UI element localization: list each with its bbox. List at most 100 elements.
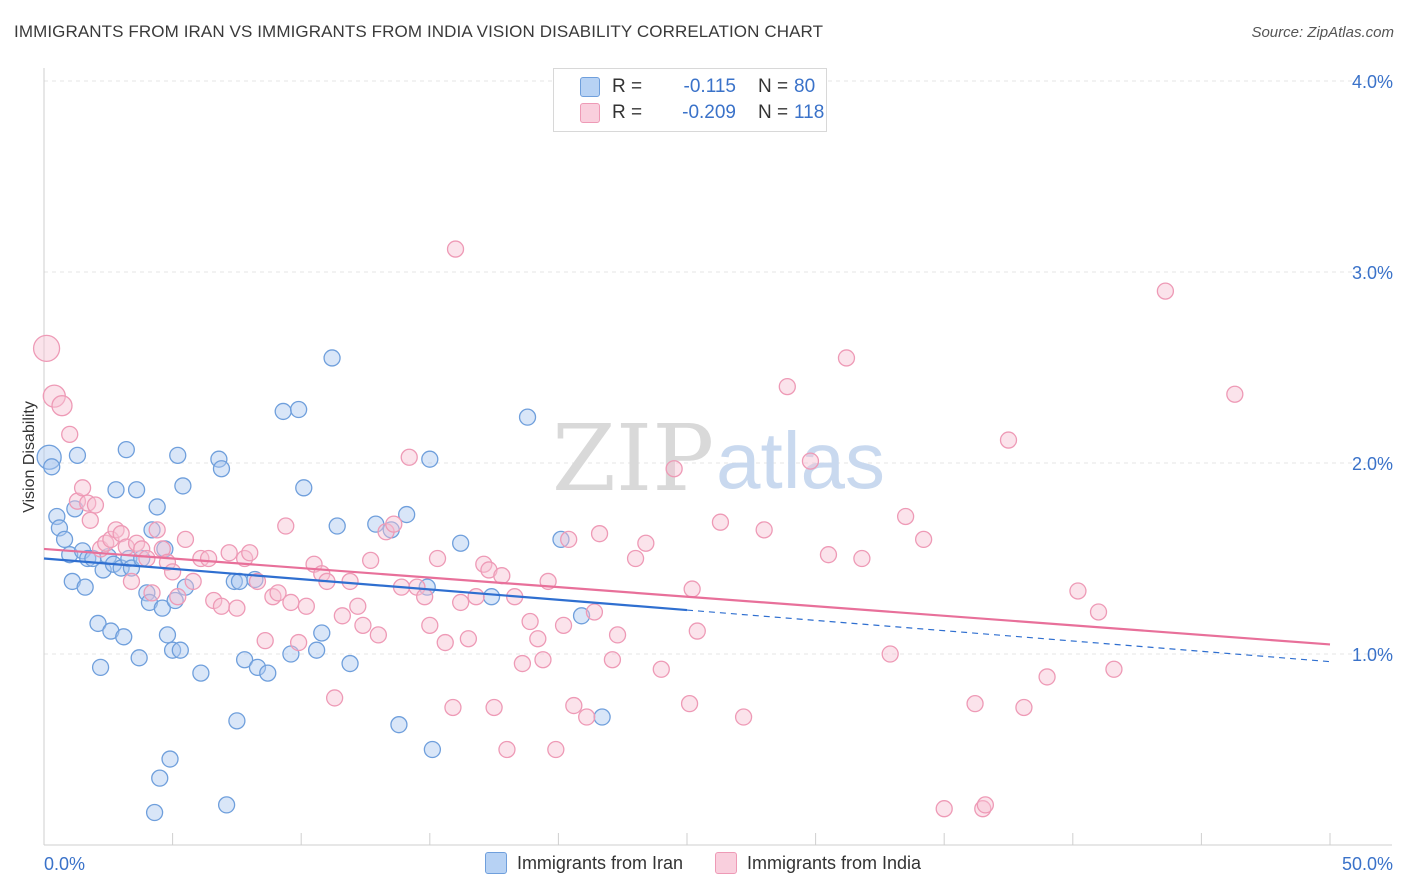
iran-point — [274, 402, 292, 421]
india-point — [452, 593, 470, 612]
india-point — [269, 584, 287, 602]
iran-trend-extension — [686, 609, 1331, 663]
india-point — [498, 740, 516, 759]
india-point — [228, 599, 246, 617]
india-point — [778, 377, 796, 396]
india-point — [459, 630, 478, 648]
india-point — [819, 546, 838, 564]
iran-point — [161, 750, 179, 768]
india-point — [513, 654, 532, 673]
iran-legend-swatch — [484, 852, 507, 874]
source-label: Source: ZipAtlas.com — [1251, 24, 1394, 41]
y-tick-label: 3.0% — [1352, 263, 1393, 283]
india-point — [1226, 385, 1244, 403]
r-label: R = — [612, 102, 643, 123]
iran-point — [593, 708, 611, 726]
india-point — [361, 551, 380, 570]
iran-point — [307, 641, 326, 659]
india-point — [385, 515, 403, 533]
india-point — [554, 616, 573, 634]
india-point — [446, 240, 465, 258]
india-point — [665, 460, 683, 478]
india-point — [428, 549, 447, 568]
iran-point — [289, 400, 308, 419]
india-point — [999, 431, 1018, 449]
india-point — [683, 580, 701, 598]
legend-item-iran[interactable]: Immigrants from Iran — [484, 852, 683, 874]
iran-point — [89, 614, 107, 633]
india-point — [354, 616, 372, 634]
y-tick-labels: 1.0% 2.0% 3.0% 4.0% — [1352, 72, 1393, 665]
india-point — [1038, 668, 1056, 686]
iran-point — [151, 769, 169, 787]
india-point — [122, 572, 141, 591]
india-point — [529, 630, 547, 648]
x-tick-label: 50.0% — [1342, 854, 1393, 874]
iran-point — [323, 349, 341, 367]
iran-point — [55, 530, 74, 549]
india-point — [184, 572, 202, 591]
india-point — [199, 549, 218, 568]
r-label: R = — [612, 76, 643, 97]
iran-point — [328, 517, 346, 535]
n-value: 118 — [794, 102, 825, 123]
india-point — [61, 425, 79, 444]
india-point — [547, 740, 565, 759]
india-point — [169, 588, 187, 606]
iran-trend-line — [43, 557, 688, 612]
india-point — [341, 572, 359, 591]
iran-swatch — [580, 77, 600, 97]
watermark-zip: ZIP — [552, 405, 714, 512]
r-value: -0.209 — [682, 102, 736, 123]
iran-point — [341, 654, 359, 673]
india-point — [1069, 582, 1087, 600]
stats-row-india: R = -0.209 N = 118 — [580, 101, 824, 125]
iran-point — [452, 534, 470, 552]
iran-point — [36, 444, 62, 470]
india-point — [896, 507, 915, 526]
iran-point — [76, 578, 94, 596]
india-point — [333, 607, 352, 625]
india-point — [914, 530, 933, 549]
india-point — [853, 549, 871, 568]
india-point — [51, 395, 73, 417]
india-trend-line — [43, 547, 1331, 646]
iran-point — [235, 651, 254, 669]
india-point — [297, 597, 315, 615]
iran-point — [145, 803, 164, 822]
iran-point — [423, 740, 442, 759]
india-point — [143, 584, 161, 602]
y-tick-label: 1.0% — [1352, 645, 1393, 665]
iran-point — [143, 521, 161, 539]
india-point — [688, 622, 706, 640]
india-legend-swatch — [714, 852, 737, 874]
india-point — [603, 651, 622, 669]
india-point — [837, 349, 856, 367]
india-point — [421, 616, 439, 634]
iran-point — [127, 481, 146, 499]
legend-label-iran: Immigrants from Iran — [516, 852, 683, 873]
india-swatch — [580, 103, 600, 123]
india-point — [966, 695, 984, 713]
y-axis-label: Vision Disability — [21, 401, 38, 513]
legend-item-india[interactable]: Immigrants from India — [714, 852, 921, 874]
series-legend: Immigrants from Iran Immigrants from Ind… — [0, 852, 1406, 874]
iran-point — [117, 440, 135, 459]
india-point — [534, 651, 552, 669]
iran-point — [390, 716, 408, 734]
r-value: -0.115 — [683, 76, 736, 97]
iran-point — [212, 460, 231, 478]
stats-row-iran: R = -0.115 N = 80 — [580, 75, 815, 99]
india-point — [436, 633, 454, 652]
india-point — [212, 597, 231, 615]
n-label: N = — [758, 102, 789, 123]
iran-point — [107, 481, 125, 499]
iran-point — [295, 479, 313, 497]
india-point — [637, 534, 655, 552]
n-label: N = — [758, 76, 789, 97]
india-point — [485, 698, 503, 717]
india-point — [493, 567, 511, 585]
india-point — [881, 645, 899, 663]
iran-point — [192, 664, 210, 682]
india-point — [521, 612, 539, 631]
